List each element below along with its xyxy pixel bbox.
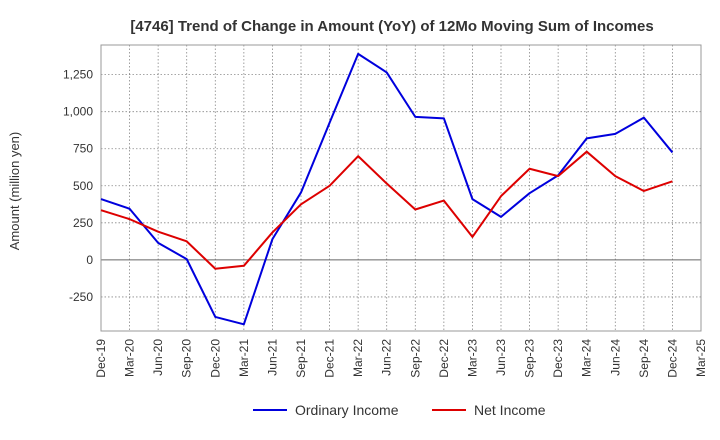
chart-title: [4746] Trend of Change in Amount (YoY) o… — [130, 18, 653, 35]
x-tick-label: Dec-20 — [208, 339, 222, 378]
x-tick-label: Sep-24 — [637, 339, 651, 378]
x-tick-label: Jun-24 — [608, 339, 622, 376]
x-tick-label: Jun-20 — [151, 339, 165, 376]
x-tick-label: Dec-23 — [551, 339, 565, 378]
y-tick-label: 1,000 — [63, 105, 93, 119]
x-tick-label: Mar-25 — [694, 339, 708, 377]
x-tick-label: Mar-20 — [123, 339, 137, 377]
x-tick-label: Jun-22 — [380, 339, 394, 376]
x-tick-label: Sep-21 — [294, 339, 308, 378]
y-tick-label: 250 — [73, 216, 93, 230]
x-tick-label: Jun-21 — [265, 339, 279, 376]
series-line-ordinary-income — [100, 52, 674, 326]
x-tick-label: Mar-23 — [465, 339, 479, 377]
grid-layer — [100, 45, 702, 331]
legend-label-ordinary-income: Ordinary Income — [295, 402, 399, 418]
y-tick-label: 500 — [73, 179, 93, 193]
x-tick-label: Mar-22 — [351, 339, 365, 377]
series-layer — [100, 52, 674, 326]
axis-layer: -250 0 250 500 750 1,000 1,250 Dec-19 Mar-20 Jun-… — [63, 44, 708, 378]
x-tick-label: Sep-20 — [180, 339, 194, 378]
x-tick-label: Dec-24 — [665, 339, 679, 378]
x-tick-label: Dec-22 — [437, 339, 451, 378]
series-line-net-income — [100, 150, 673, 270]
x-tick-label: Jun-23 — [494, 339, 508, 376]
y-tick-label: 1,250 — [63, 68, 93, 82]
legend: Ordinary Income Net Income — [253, 402, 546, 418]
x-tick-label: Dec-19 — [94, 339, 108, 378]
x-tick-label: Mar-24 — [580, 339, 594, 377]
legend-label-net-income: Net Income — [474, 402, 546, 418]
x-tick-label: Sep-22 — [408, 339, 422, 378]
x-tick-label: Sep-23 — [523, 339, 537, 378]
y-tick-label: 0 — [86, 253, 93, 267]
plot-area-frame — [100, 44, 702, 332]
y-tick-label: -250 — [69, 290, 93, 304]
x-tick-label: Mar-21 — [237, 339, 251, 377]
y-axis-label: Amount (million yen) — [7, 132, 22, 251]
y-tick-label: 750 — [73, 142, 93, 156]
x-tick-label: Dec-21 — [323, 339, 337, 378]
